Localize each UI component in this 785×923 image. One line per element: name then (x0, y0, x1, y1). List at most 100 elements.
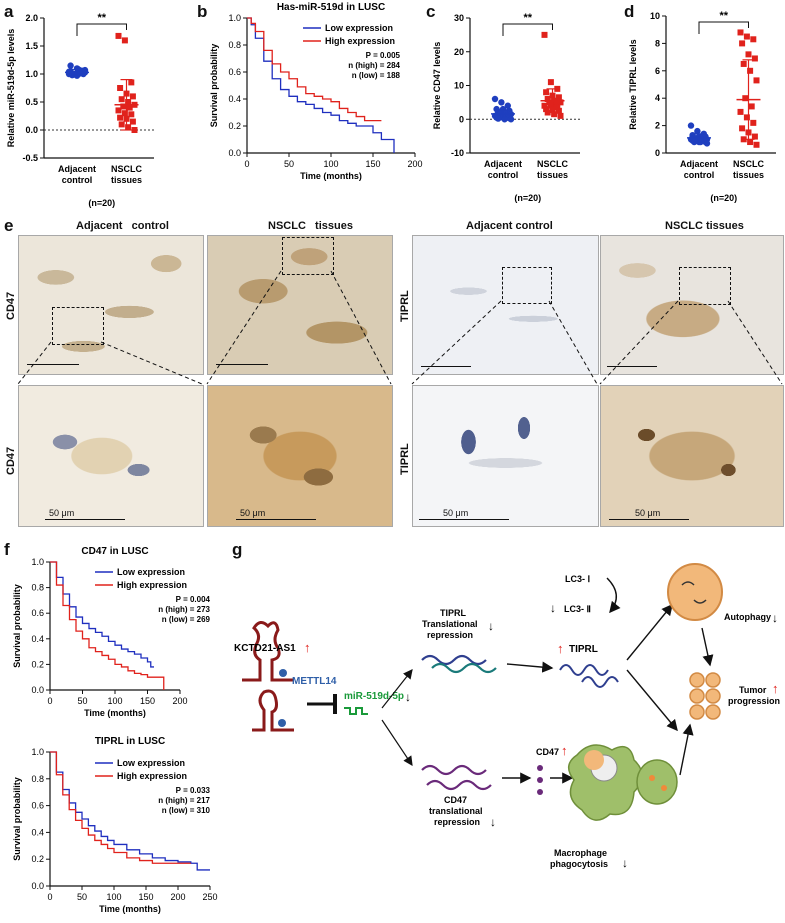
zoom-box (282, 237, 334, 275)
legend-label-low: Low expression (325, 23, 393, 33)
survival-curve (247, 17, 382, 122)
x-category-label: control (684, 170, 715, 180)
data-point (694, 127, 701, 135)
scale-bar-label: 50 μm (49, 508, 75, 518)
scale-bar (607, 366, 657, 367)
data-point (739, 40, 746, 47)
y-tick-label: 0.4 (31, 634, 44, 644)
y-tick-label: 0.2 (228, 121, 241, 131)
y-tick-label: 1.5 (25, 41, 38, 51)
data-point (541, 31, 548, 38)
scale-bar (216, 364, 268, 365)
y-tick-label: 10 (454, 81, 464, 91)
y-tick-label: 0 (459, 114, 464, 124)
tumor-cells-icon (689, 672, 721, 720)
panel-b-chart: Has-miR-519d in LUSC 0.0 0.2 0.4 0.6 0.8 1.0 0 5… (209, 2, 423, 181)
col-label-adjacent-tiprl: Adjacent control (466, 220, 553, 232)
chart-title: TIPRL in LUSC (95, 736, 165, 747)
label-tiprl-repr: TIPRL Translational repression (422, 608, 480, 640)
x-axis-label: Time (months) (84, 708, 146, 718)
y-axis-label: Survival probability (12, 584, 22, 668)
mrna-wave-icon (421, 764, 487, 776)
data-point (745, 51, 752, 58)
x-tick-label: 150 (365, 159, 380, 169)
x-category-label: Adjacent (484, 159, 522, 169)
data-point (507, 116, 515, 123)
data-point (115, 32, 122, 39)
x-category-label: NSCLC (733, 159, 764, 169)
significance-label: ** (523, 12, 532, 24)
data-point (557, 99, 564, 106)
label-mettl14: METTL14 (292, 676, 337, 687)
down-arrow-icon: ↓ (490, 815, 496, 829)
panel-label-f: f (4, 540, 10, 559)
label-lc3i: LC3- Ⅰ (565, 574, 590, 584)
y-tick-label: 0.2 (31, 854, 44, 864)
micrograph-tiprl-nsclc-high: 50 μm (600, 385, 784, 527)
y-tick-label: 0.0 (31, 685, 44, 695)
legend-label-high: High expression (325, 36, 395, 46)
down-arrow-icon: ↓ (550, 601, 556, 615)
y-tick-label: 0.6 (31, 801, 44, 811)
x-category-label: tissues (111, 175, 142, 185)
data-point (126, 104, 133, 111)
x-tick-label: 0 (47, 696, 52, 706)
mrna-wave-icon (426, 779, 492, 791)
zoom-box (502, 267, 552, 304)
x-tick-label: 200 (170, 892, 185, 902)
x-tick-label: 200 (172, 696, 187, 706)
panel-label-b: b (197, 2, 208, 21)
x-category-label: tissues (733, 170, 764, 180)
y-tick-label: 6 (655, 66, 660, 76)
data-point (557, 112, 564, 119)
scale-bar (419, 519, 509, 520)
y-axis-label: Relative CD47 levels (432, 42, 442, 130)
label-tumor: Tumor progression (728, 685, 780, 706)
data-point (546, 99, 553, 106)
data-point (554, 104, 561, 111)
legend-label-high: High expression (117, 580, 187, 590)
survival-curve (50, 561, 165, 690)
data-point (131, 127, 138, 133)
micrograph-cd47-adjacent-low (18, 235, 204, 375)
scale-bar (45, 519, 125, 520)
y-axis-label: Survival probability (12, 777, 22, 861)
significance-label: ** (97, 12, 106, 24)
x-tick-label: 0 (47, 892, 52, 902)
m6a-mark-icon (279, 669, 287, 677)
stat-p: P = 0.004 (176, 595, 211, 604)
data-point (67, 62, 74, 69)
data-point (547, 102, 554, 109)
mrna-wave-icon (431, 662, 497, 674)
data-point (117, 114, 124, 121)
n-label: (n=20) (710, 193, 737, 203)
down-arrow-icon: ↓ (488, 619, 494, 633)
stat-n-low: n (low) = 310 (162, 806, 211, 815)
scale-bar-label: 50 μm (443, 508, 469, 518)
panel-c-chart: -10 0 10 20 30 Relative CD47 levels ** Adjacent… (432, 12, 580, 203)
y-tick-label: 0.8 (31, 583, 44, 593)
stat-n-high: n (high) = 273 (158, 605, 210, 614)
y-tick-label: 2 (655, 121, 660, 131)
data-point (491, 95, 499, 103)
survival-curve (50, 561, 154, 668)
label-lc3ii: LC3- Ⅱ (564, 604, 591, 614)
mirna-strand-icon (344, 707, 368, 715)
data-point (743, 33, 750, 40)
label-cd47-repr: CD47 translational repression (429, 795, 485, 827)
label-autophagy: Autophagy (724, 612, 771, 622)
y-tick-label: -0.5 (22, 153, 38, 163)
micrograph-cd47-adjacent-high: 50 μm (18, 385, 204, 527)
x-category-label: NSCLC (537, 159, 568, 169)
data-point (120, 103, 127, 110)
y-tick-label: 1.0 (228, 13, 241, 23)
down-arrow-icon: ↓ (622, 856, 628, 870)
data-point (498, 99, 505, 106)
data-point (739, 125, 746, 132)
micrograph-cd47-nsclc-high: 50 μm (207, 385, 393, 527)
y-tick-label: -10 (451, 148, 464, 158)
x-tick-label: 50 (284, 159, 294, 169)
up-arrow-icon: ↑ (561, 743, 568, 758)
mrna-wave-icon (421, 654, 487, 666)
significance-bracket (698, 21, 749, 34)
